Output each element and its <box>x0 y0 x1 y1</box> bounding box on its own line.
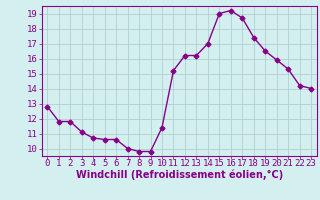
X-axis label: Windchill (Refroidissement éolien,°C): Windchill (Refroidissement éolien,°C) <box>76 169 283 180</box>
